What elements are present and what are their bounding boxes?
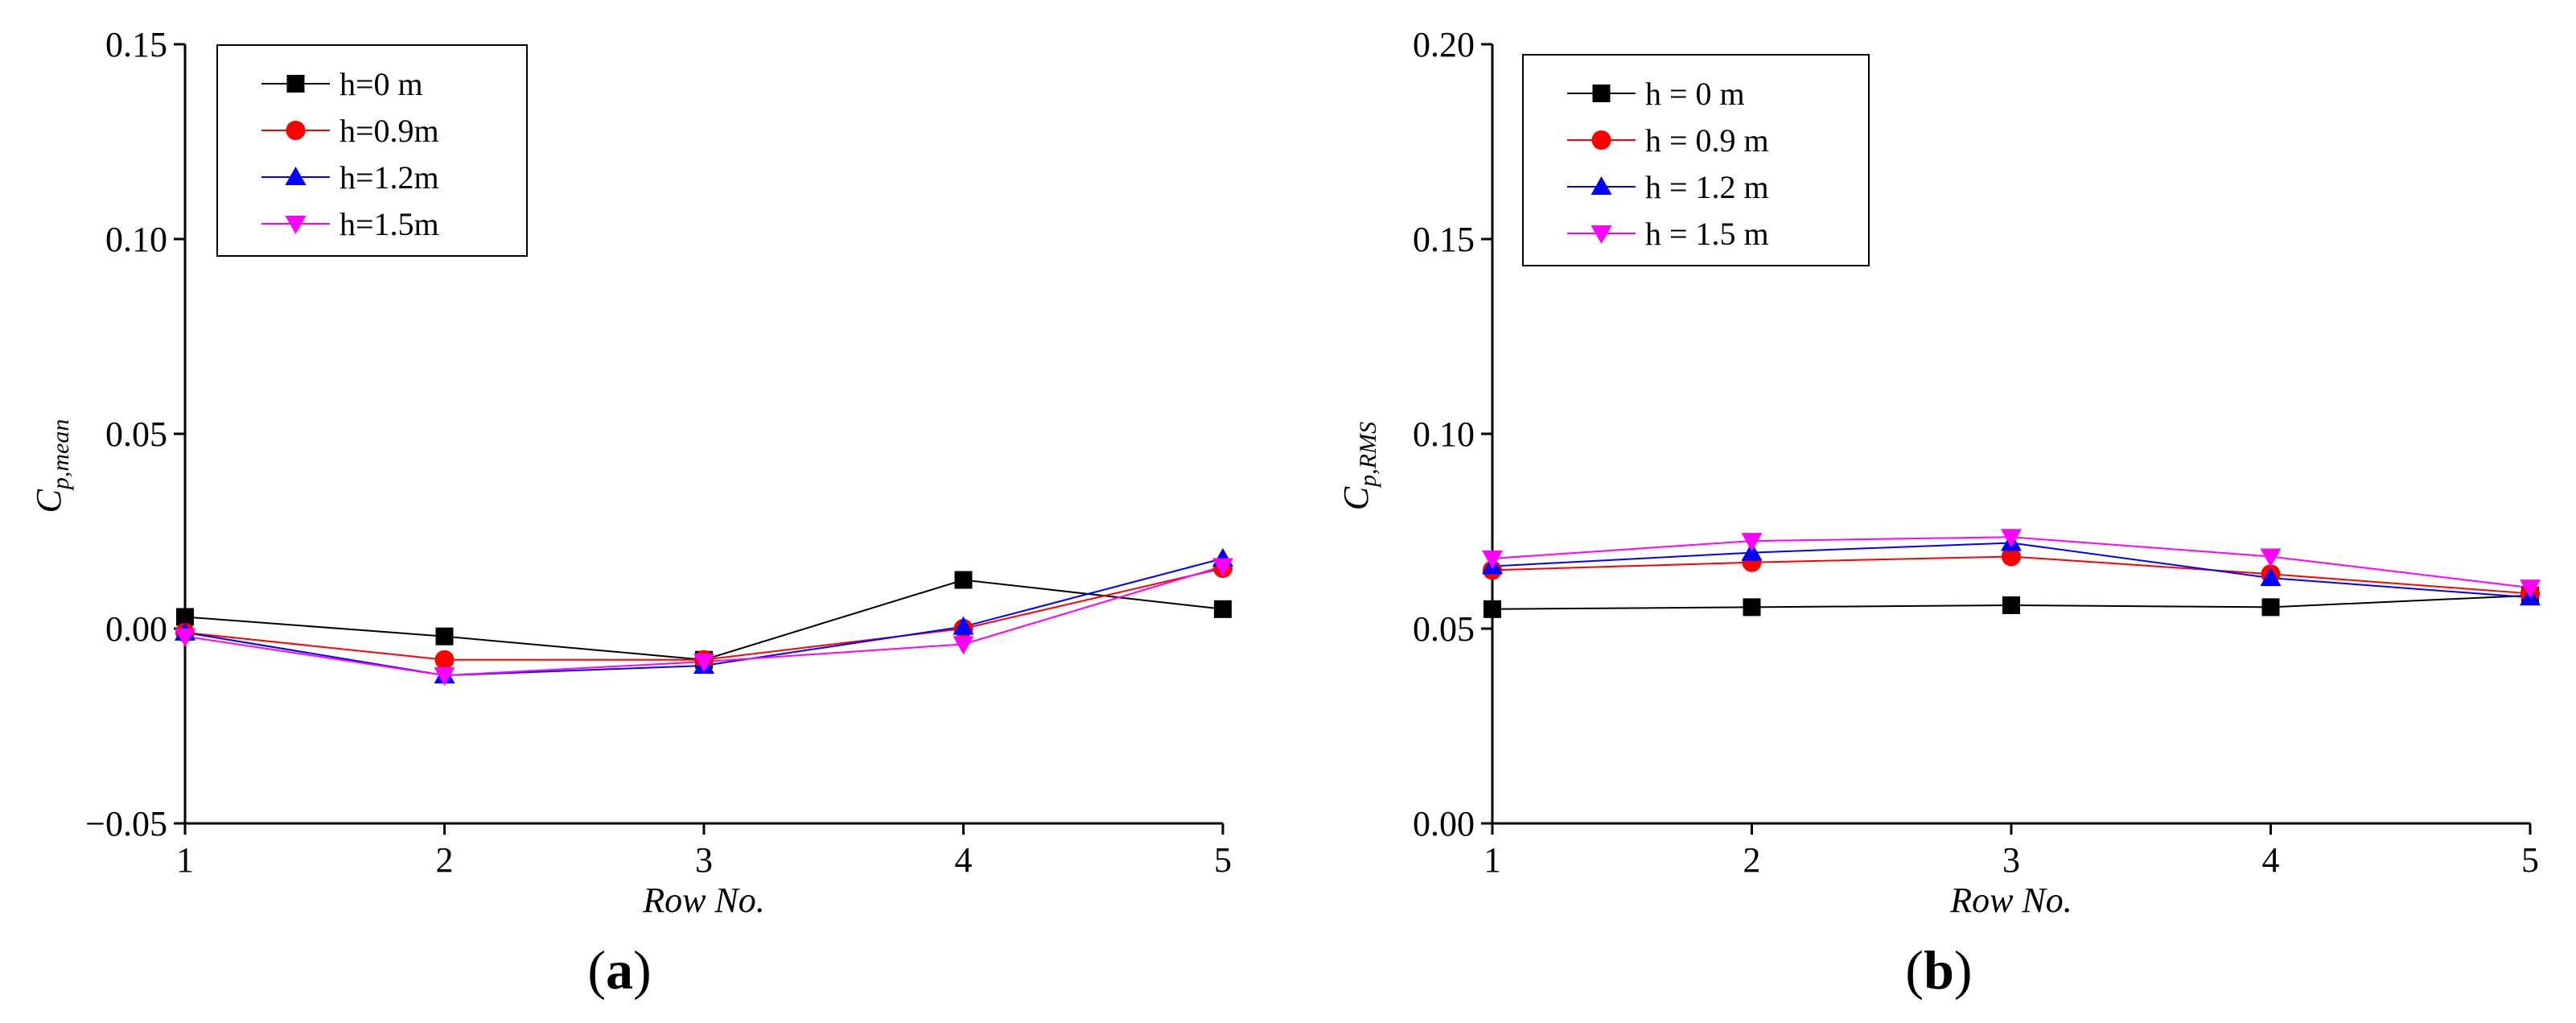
legend-label: h=1.2m	[339, 159, 439, 196]
y-tick-label: 0.10	[1413, 415, 1475, 454]
data-point-series-3	[953, 636, 974, 655]
data-point-series-2	[953, 616, 974, 635]
x-tick-label: 4	[2262, 840, 2280, 880]
x-axis-title: Row No.	[1949, 881, 2072, 920]
y-tick-label: 0.05	[105, 415, 167, 454]
x-tick-label: 5	[1214, 840, 1232, 880]
x-tick-label: 3	[695, 840, 713, 880]
legend-marker	[1590, 225, 1612, 244]
data-point-series-3	[1741, 533, 1763, 552]
y-axis-title-main: C	[29, 489, 68, 513]
legend-label: h=0 m	[339, 66, 423, 102]
y-tick-label: −0.05	[85, 804, 167, 844]
y-tick-label: 0.15	[105, 25, 167, 64]
data-point-series-0	[1214, 600, 1232, 618]
data-point-series-3	[1482, 550, 1503, 569]
data-point-series-2	[1741, 542, 1763, 561]
panel-label: (a)	[587, 939, 651, 1000]
panel-label: (b)	[1905, 939, 1972, 1000]
y-tick-label: 0.20	[1413, 25, 1475, 64]
legend-marker	[285, 216, 307, 234]
legend-marker	[285, 167, 307, 185]
chart-a: −0.05 0.00 0.05 0.10 0.15 1 2 3 4 5 Row No. Cp,mean…	[29, 25, 1233, 1000]
data-point-series-0	[435, 627, 454, 646]
data-point-series-0	[2002, 596, 2020, 614]
y-tick-label: 0.10	[105, 220, 167, 259]
data-point-series-0	[176, 608, 194, 626]
legend-label: h = 1.5 m	[1645, 216, 1769, 252]
y-tick-label: 0.15	[1413, 220, 1475, 259]
y-axis-title: Cp,mean	[29, 419, 74, 514]
legend-marker	[1591, 130, 1611, 150]
legend-marker	[1590, 176, 1612, 195]
data-point-series-3	[2001, 529, 2022, 548]
legend-marker	[286, 75, 305, 93]
y-tick-label: 0.00	[105, 609, 167, 649]
y-tick-label: 0.05	[1413, 609, 1475, 649]
x-tick-label: 2	[436, 840, 454, 880]
x-tick-label: 3	[2002, 840, 2020, 880]
y-axis-title-subscript: p,mean	[47, 419, 74, 491]
data-point-series-3	[175, 628, 195, 647]
x-tick-label: 4	[955, 840, 973, 880]
y-axis-title: Cp,RMS	[1336, 422, 1381, 510]
chart-b: 0.00 0.05 0.10 0.15 0.20 1 2 3 4 5 Row No. Cp,RMS h …	[1336, 25, 2541, 1000]
x-tick-label: 5	[2521, 840, 2539, 880]
data-point-series-3	[1212, 558, 1233, 577]
y-tick-label: 0.00	[1413, 804, 1475, 844]
data-point-series-1	[2002, 547, 2021, 567]
legend-box	[1522, 54, 1870, 266]
legend-label: h = 1.2 m	[1645, 169, 1769, 205]
legend-marker	[286, 121, 306, 140]
x-axis-title: Row No.	[642, 881, 765, 920]
data-point-series-0	[1483, 600, 1501, 618]
data-point-series-3	[2260, 548, 2282, 567]
legend-box	[216, 44, 528, 257]
legend-label: h=0.9m	[339, 113, 439, 149]
data-point-series-0	[1743, 598, 1761, 617]
x-tick-label: 2	[1743, 840, 1761, 880]
legend-label: h = 0 m	[1645, 76, 1745, 112]
data-point-series-1	[434, 650, 455, 670]
y-axis-title-main: C	[1336, 486, 1376, 510]
legend-marker	[1592, 85, 1611, 102]
data-point-series-0	[2261, 598, 2280, 617]
legend: h = 0 m h = 0.9 m h = 1.2 m h = 1.5 m	[1522, 54, 1870, 266]
x-tick-label: 1	[176, 840, 194, 880]
data-point-series-3	[2520, 580, 2541, 599]
data-point-series-2	[2260, 567, 2282, 587]
legend-label: h=1.5m	[339, 206, 439, 242]
x-tick-label: 1	[1483, 840, 1501, 880]
data-point-series-3	[434, 667, 455, 687]
data-point-series-0	[954, 571, 973, 589]
y-axis-title-subscript: p,RMS	[1355, 422, 1381, 489]
legend-label: h = 0.9 m	[1645, 122, 1769, 159]
legend: h=0 m h=0.9m h=1.2m h=1.5m	[216, 44, 528, 257]
data-point-series-3	[693, 654, 714, 673]
